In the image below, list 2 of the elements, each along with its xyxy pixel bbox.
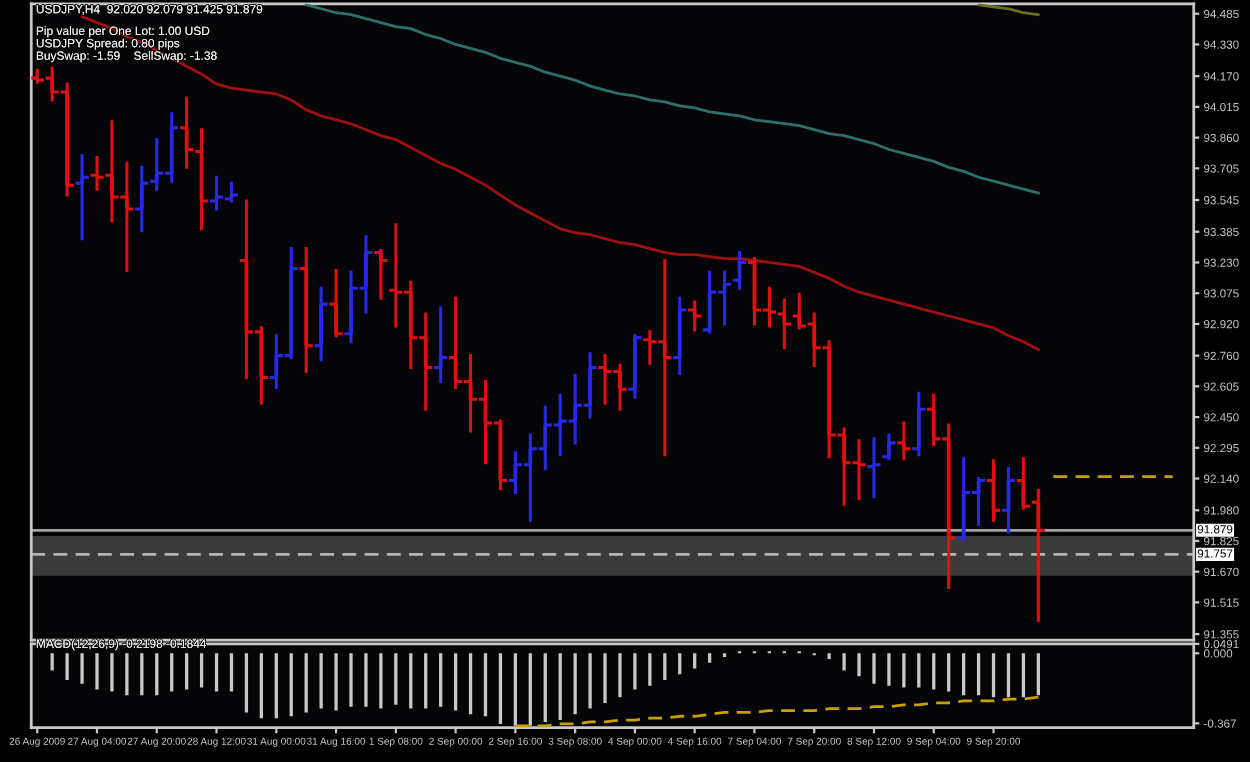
line-series bbox=[304, 3, 1040, 195]
line-series bbox=[513, 695, 1040, 728]
